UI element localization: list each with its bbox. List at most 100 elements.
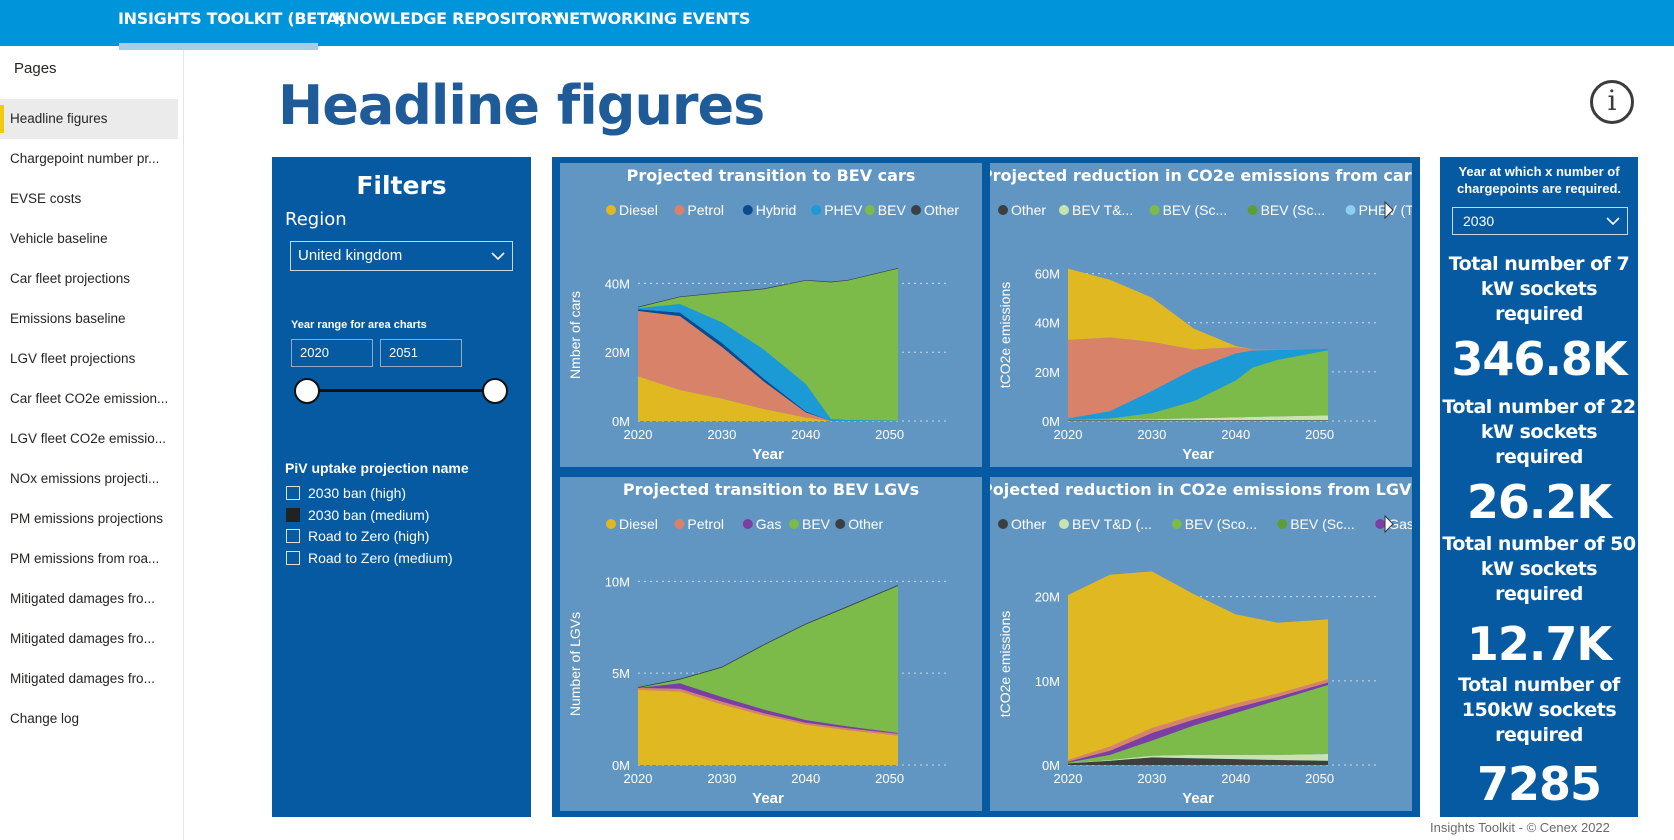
sidebar-page-item[interactable]: Vehicle baseline <box>10 231 108 246</box>
sidebar-page-item[interactable]: LGV fleet CO2e emissio... <box>10 431 167 446</box>
checkbox[interactable] <box>286 529 300 543</box>
series-area-bev-t-d <box>1068 754 1328 764</box>
legend-label: Petrol <box>687 516 724 532</box>
kpi-22kw-label: Total number of 22 kW sockets required <box>1442 396 1636 468</box>
year-from-input[interactable]: 2020 <box>291 339 373 367</box>
year-to-input[interactable]: 2051 <box>380 339 462 367</box>
nav-insights-toolkit[interactable]: INSIGHTS TOOLKIT (BETA) <box>118 9 346 28</box>
x-axis-label: Year <box>1182 790 1214 807</box>
region-value: United kingdom <box>298 247 403 264</box>
y-axis-label: Number of LGVs <box>567 612 583 716</box>
chart-co2-lgvs[interactable]: Pojected reduction in CO2e emissions fro… <box>990 477 1412 811</box>
piv-option[interactable]: Road to Zero (medium) <box>286 550 453 566</box>
series-area-petrol <box>1068 679 1328 762</box>
region-dropdown[interactable]: United kingdom <box>290 241 513 271</box>
piv-option[interactable]: 2030 ban (medium) <box>286 507 429 523</box>
sidebar-page-item[interactable]: Car fleet CO2e emission... <box>10 391 169 406</box>
year-range-slider-track[interactable] <box>308 389 498 392</box>
legend-label: Gas <box>756 516 782 532</box>
legend-label: BEV (Sc... <box>1163 202 1228 218</box>
sidebar-page-item[interactable]: Chargepoint number pr... <box>10 151 160 166</box>
chart-title: Pojected reduction in CO2e emissions fro… <box>990 480 1412 499</box>
sidebar-page-item[interactable]: Mitigated damages fro... <box>10 591 155 606</box>
sidebar-page-item[interactable]: NOx emissions projecti... <box>10 471 160 486</box>
y-tick-label: 40M <box>605 276 630 291</box>
year-range-end-handle[interactable] <box>482 378 508 404</box>
x-axis-label: Year <box>752 790 784 807</box>
x-tick-label: 2030 <box>707 771 736 786</box>
nav-networking[interactable]: NETWORKING <box>556 9 677 28</box>
legend-label: Other <box>1011 516 1046 532</box>
legend-label: Petrol <box>687 202 724 218</box>
nav-knowledge-repository[interactable]: KNOWLEDGE REPOSITORY <box>334 9 563 28</box>
kpi-150kw-label: Total number of 150kW sockets required <box>1458 674 1620 746</box>
sidebar-page-item[interactable]: LGV fleet projections <box>10 351 136 366</box>
legend-marker <box>742 519 753 529</box>
kpi-50kw-label: Total number of 50 kW sockets required <box>1442 533 1636 605</box>
checkbox[interactable] <box>286 486 300 500</box>
legend-label: BEV T&... <box>1072 202 1133 218</box>
legend-label: Other <box>924 202 959 218</box>
page-title: Headline figures <box>278 74 765 137</box>
x-tick-label: 2020 <box>1054 771 1083 786</box>
chart-title: Projected transition to BEV cars <box>627 166 916 185</box>
x-tick-label: 2040 <box>791 427 820 442</box>
series-area-phev <box>638 304 898 421</box>
sidebar-page-item[interactable]: PM emissions from roa... <box>10 551 160 566</box>
sidebar-page-item[interactable]: Headline figures <box>0 99 178 139</box>
sidebar-page-item[interactable]: Car fleet projections <box>10 271 131 286</box>
x-tick-label: 2040 <box>1221 771 1250 786</box>
series-area-bev <box>638 268 898 421</box>
y-tick-label: 10M <box>605 574 630 589</box>
series-area-gas <box>638 683 898 734</box>
legend-marker <box>998 519 1008 529</box>
series-area-phev-tailpipe- <box>1068 348 1328 420</box>
sidebar-page-item[interactable]: PM emissions projections <box>10 511 164 526</box>
year-range-start-handle[interactable] <box>294 378 320 404</box>
legend-label: BEV (Sc... <box>1261 202 1326 218</box>
sidebar-page-item[interactable]: Mitigated damages fro... <box>10 631 155 646</box>
series-area-other <box>1068 757 1328 765</box>
checkbox[interactable] <box>286 550 300 565</box>
x-tick-label: 2050 <box>875 771 904 786</box>
legend-next-icon <box>1384 200 1394 220</box>
x-tick-label: 2030 <box>707 427 736 442</box>
sidebar-page-item[interactable]: Mitigated damages fro... <box>10 671 155 686</box>
x-tick-label: 2030 <box>1137 771 1166 786</box>
piv-option[interactable]: 2030 ban (high) <box>286 485 406 501</box>
y-tick-label: 0M <box>1042 414 1060 429</box>
piv-option-label: 2030 ban (medium) <box>308 506 430 523</box>
y-axis-label: tCO2e emissions <box>997 611 1013 718</box>
sidebar-page-item[interactable]: Emissions baseline <box>10 311 126 326</box>
chart-bev-cars[interactable]: Projected transition to BEV cars Diesel Pe… <box>560 163 982 467</box>
filters-panel: Filters Region United kingdom Year range… <box>272 157 531 817</box>
checkbox[interactable] <box>286 507 300 522</box>
kpi-year-dropdown[interactable]: 2030 <box>1452 207 1628 235</box>
active-nav-indicator <box>119 43 318 50</box>
piv-option-label: Road to Zero (medium) <box>308 549 453 566</box>
x-tick-label: 2020 <box>624 427 653 442</box>
pages-sidebar: Pages Headline figures Chargepoint number… <box>0 50 184 840</box>
nav-events[interactable]: EVENTS <box>682 9 751 28</box>
piv-option-label: 2030 ban (high) <box>308 485 407 501</box>
series-area-petrol <box>1068 337 1328 419</box>
sidebar-page-item[interactable]: Change log <box>10 711 80 726</box>
pages-title: Pages <box>14 60 57 77</box>
y-tick-label: 20M <box>1035 365 1060 380</box>
legend-marker <box>1059 205 1069 215</box>
info-icon[interactable]: i <box>1590 80 1634 124</box>
series-area-petrol <box>638 310 898 421</box>
series-area-diesel <box>638 376 898 421</box>
chart-co2-cars[interactable]: Projected reduction in CO2e emissions fr… <box>990 163 1412 467</box>
sidebar-page-item[interactable]: EVSE costs <box>10 191 82 206</box>
y-tick-label: 0M <box>612 414 630 429</box>
kpi-header: Year at which x number of chargepoints a… <box>1457 164 1621 196</box>
legend-label: Diesel <box>619 202 658 218</box>
y-tick-label: 40M <box>1035 316 1060 331</box>
chart-bev-lgvs[interactable]: Projected transition to BEV LGVs Diesel Pe… <box>560 477 982 811</box>
piv-option[interactable]: Road to Zero (high) <box>286 528 429 544</box>
legend-marker <box>606 205 616 215</box>
x-tick-label: 2040 <box>791 771 820 786</box>
filters-title: Filters <box>356 171 447 200</box>
y-tick-label: 20M <box>605 345 630 360</box>
